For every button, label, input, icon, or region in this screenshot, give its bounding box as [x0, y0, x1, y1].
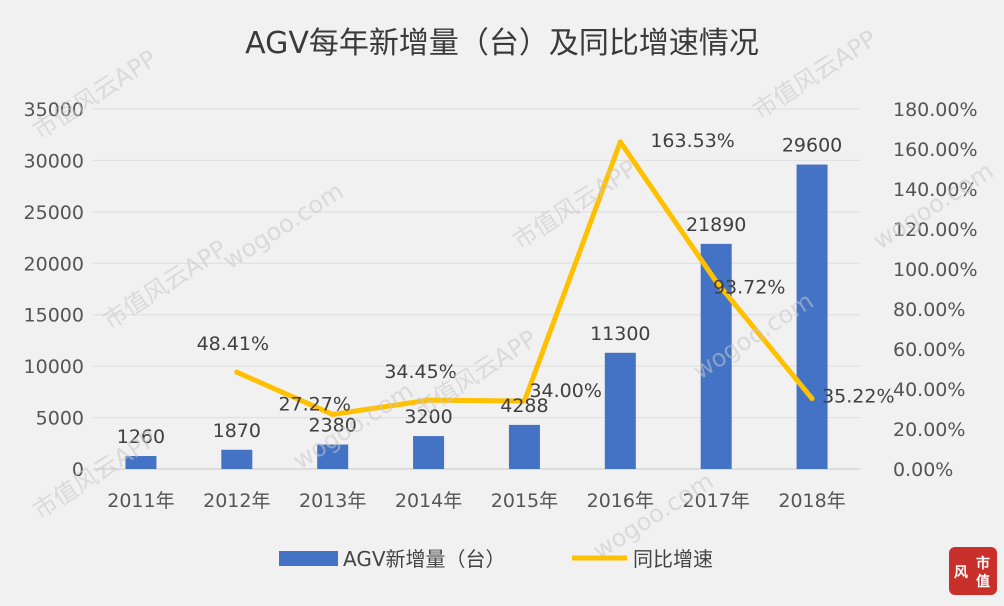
line-point	[521, 398, 527, 404]
logo: 风市值	[949, 547, 997, 595]
line-value-label: 93.72%	[713, 277, 785, 299]
bar-value-label: 1870	[213, 420, 261, 442]
line-point	[234, 369, 240, 375]
y-right-tick-label: 40.00%	[893, 379, 965, 401]
axes: 0 5000 10000 15000 20000 25000 30000 35000 0.00%…	[24, 99, 978, 512]
line-value-label: 163.53%	[650, 130, 735, 152]
logo-char: 值	[976, 573, 990, 590]
x-tick-label: 2011年	[107, 490, 174, 512]
chart-title: AGV每年新增量（台）及同比增速情况	[245, 26, 759, 61]
bar-value-label: 4288	[500, 395, 548, 417]
y-right-tick-label: 140.00%	[893, 179, 978, 201]
bar	[604, 352, 636, 469]
y-left-tick-label: 15000	[24, 305, 84, 327]
watermark-text: 市值风云APP	[508, 155, 642, 255]
watermark-text: 市值风云APP	[98, 235, 232, 335]
bar	[221, 449, 253, 469]
line-value-label: 48.41%	[197, 333, 269, 355]
y-right-tick-label: 20.00%	[893, 419, 965, 441]
x-tick-label: 2014年	[395, 490, 462, 512]
y-left-tick-label: 5000	[36, 408, 84, 430]
line-value-label: 35.22%	[822, 386, 894, 408]
logo-stamp	[949, 547, 997, 595]
bar	[508, 424, 540, 469]
y-left-tick-label: 10000	[24, 356, 84, 378]
logo-char: 风	[954, 565, 968, 581]
line-value-label: 27.27%	[278, 393, 350, 415]
bar-value-label: 29600	[782, 135, 842, 157]
bar	[796, 164, 828, 470]
y-left-tick-label: 20000	[24, 253, 84, 275]
legend: AGV新增量（台） 同比增速	[279, 547, 713, 571]
legend-bar-label: AGV新增量（台）	[343, 547, 506, 571]
y-right-tick-label: 120.00%	[893, 219, 978, 241]
line-series	[234, 139, 815, 417]
x-tick-label: 2016年	[587, 490, 654, 512]
bar-value-label: 11300	[590, 323, 650, 345]
y-left-tick-label: 0	[72, 459, 84, 481]
bar-value-label: 1260	[117, 426, 165, 448]
x-tick-label: 2017年	[683, 490, 750, 512]
bar	[413, 436, 445, 469]
y-right-tick-label: 80.00%	[893, 299, 965, 321]
line-point	[713, 279, 719, 285]
y-right-tick-label: 180.00%	[893, 99, 978, 121]
x-tick-label: 2018年	[778, 490, 845, 512]
line-point	[617, 139, 623, 145]
legend-line-label: 同比增速	[633, 547, 713, 571]
x-tick-label: 2013年	[299, 490, 366, 512]
y-right-tick-label: 100.00%	[893, 259, 978, 281]
line-point	[809, 396, 815, 402]
grid-lines	[93, 108, 860, 470]
x-tick-label: 2012年	[203, 490, 270, 512]
line-value-label: 34.45%	[384, 361, 456, 383]
y-left-tick-label: 30000	[24, 150, 84, 172]
bar-value-label: 3200	[404, 406, 452, 428]
bar-value-label: 21890	[686, 214, 746, 236]
legend-bar-swatch	[279, 551, 338, 566]
x-tick-label: 2015年	[491, 490, 558, 512]
data-labels: 1260 1870 2380 3200 4288 11300 21890 29600 48.41…	[117, 130, 895, 448]
y-right-tick-label: 60.00%	[893, 339, 965, 361]
watermark-text: 市值风云APP	[748, 25, 882, 125]
bar	[125, 456, 157, 469]
y-right-tick-label: 0.00%	[893, 459, 953, 481]
line-value-label: 34.00%	[529, 380, 601, 402]
watermark-text: wogoo.com	[218, 177, 348, 275]
y-right-tick-label: 160.00%	[893, 139, 978, 161]
line-point	[426, 397, 432, 403]
y-left-tick-label: 25000	[24, 202, 84, 224]
line-point	[330, 411, 336, 417]
watermark: 市值风云APPwogoo.com市值风云APPwogoo.com市值风云APPw…	[28, 25, 998, 565]
logo-char: 市	[976, 555, 990, 572]
bar-value-label: 2380	[309, 415, 357, 437]
y-left-tick-label: 35000	[24, 99, 84, 121]
watermark-text: 市值风云APP	[28, 45, 162, 145]
bar	[317, 444, 349, 469]
